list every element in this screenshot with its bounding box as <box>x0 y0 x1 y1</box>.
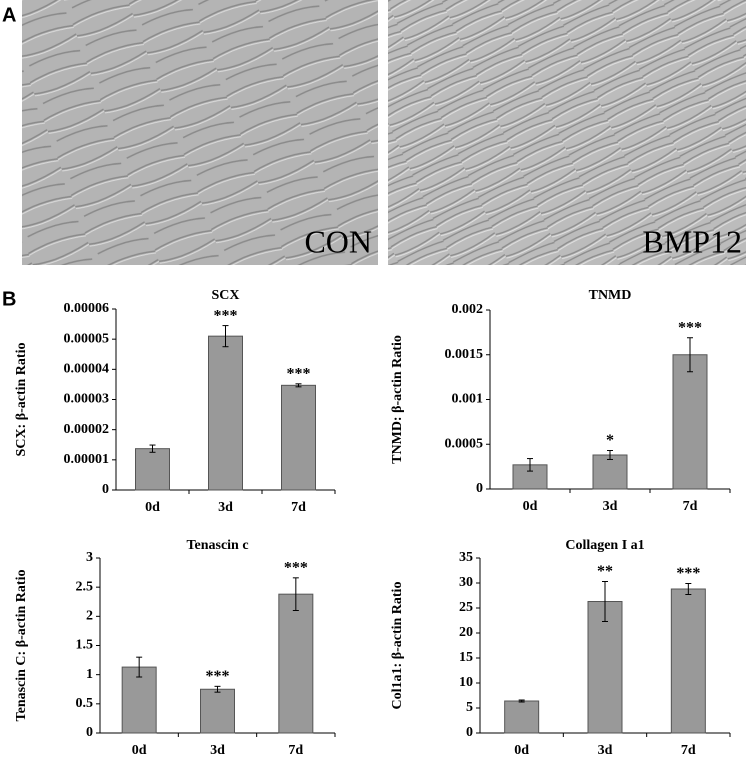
bar <box>670 588 706 734</box>
panel-label: A <box>2 4 16 26</box>
x-tick-label: 7d <box>683 499 698 514</box>
y-axis-label: Col1a1: β-actin Ratio <box>390 582 405 710</box>
significance-label: *** <box>678 319 702 336</box>
y-tick-label: 0 <box>476 481 483 496</box>
bar <box>200 688 235 734</box>
significance-label: * <box>606 432 614 449</box>
y-axis-label: SCX: β-actin Ratio <box>14 343 29 457</box>
y-tick-label: 15 <box>459 650 473 665</box>
chart-title: SCX <box>211 288 239 303</box>
y-tick-label: 0.00003 <box>64 392 110 407</box>
image-label: CON <box>304 223 372 259</box>
x-tick-label: 3d <box>603 499 618 514</box>
y-tick-label: 0.0005 <box>445 436 484 451</box>
x-tick-label: 3d <box>598 743 613 758</box>
bar <box>208 335 243 491</box>
y-tick-label: 1.5 <box>76 638 94 653</box>
y-tick-label: 0.002 <box>452 302 484 317</box>
y-tick-label: 5 <box>466 700 473 715</box>
x-tick-label: 0d <box>145 500 160 515</box>
bar <box>278 593 314 734</box>
y-tick-label: 0 <box>102 482 109 497</box>
chart-title: TNMD <box>589 288 632 303</box>
panel-label: B <box>2 288 16 310</box>
x-tick-label: 7d <box>291 500 306 515</box>
significance-label: *** <box>284 560 308 577</box>
y-tick-label: 20 <box>459 625 473 640</box>
y-tick-label: 0 <box>86 725 93 740</box>
x-tick-label: 0d <box>132 743 147 758</box>
bar <box>504 700 540 734</box>
y-tick-label: 0.001 <box>452 392 484 407</box>
bar <box>592 454 628 490</box>
y-tick-label: 0.00005 <box>64 331 110 346</box>
y-tick-label: 0.00004 <box>64 362 110 377</box>
y-tick-label: 0.5 <box>76 696 94 711</box>
bar <box>672 354 708 490</box>
micrograph <box>22 0 378 265</box>
bar <box>587 601 623 734</box>
y-tick-label: 0.0015 <box>445 347 484 362</box>
micrograph <box>388 0 746 265</box>
x-tick-label: 0d <box>523 499 538 514</box>
bar <box>281 384 316 491</box>
chart-title: Tenascin c <box>186 538 248 553</box>
y-tick-label: 3 <box>86 550 93 565</box>
x-tick-label: 7d <box>681 743 696 758</box>
y-tick-label: 0.00001 <box>64 452 110 467</box>
y-tick-label: 35 <box>459 550 473 565</box>
x-tick-label: 3d <box>210 743 225 758</box>
y-tick-label: 10 <box>459 675 473 690</box>
y-axis-label: TNMD: β-actin Ratio <box>390 335 405 464</box>
significance-label: *** <box>206 668 230 685</box>
y-axis-label: Tenascin C: β-actin Ratio <box>14 570 29 722</box>
significance-label: ** <box>597 563 613 580</box>
y-tick-label: 0.00002 <box>64 422 110 437</box>
y-tick-label: 0.00006 <box>64 301 110 316</box>
y-tick-label: 2.5 <box>76 579 94 594</box>
significance-label: *** <box>214 307 238 324</box>
x-tick-label: 7d <box>288 743 303 758</box>
bar <box>135 448 170 491</box>
significance-label: *** <box>676 565 700 582</box>
y-tick-label: 2 <box>86 609 93 624</box>
image-label: BMP12 <box>642 223 742 259</box>
significance-label: *** <box>287 365 311 382</box>
x-tick-label: 0d <box>514 743 529 758</box>
y-tick-label: 0 <box>466 725 473 740</box>
x-tick-label: 3d <box>218 500 233 515</box>
y-tick-label: 25 <box>459 600 473 615</box>
y-tick-label: 30 <box>459 575 473 590</box>
y-tick-label: 1 <box>86 667 93 682</box>
chart-title: Collagen I a1 <box>565 538 644 553</box>
